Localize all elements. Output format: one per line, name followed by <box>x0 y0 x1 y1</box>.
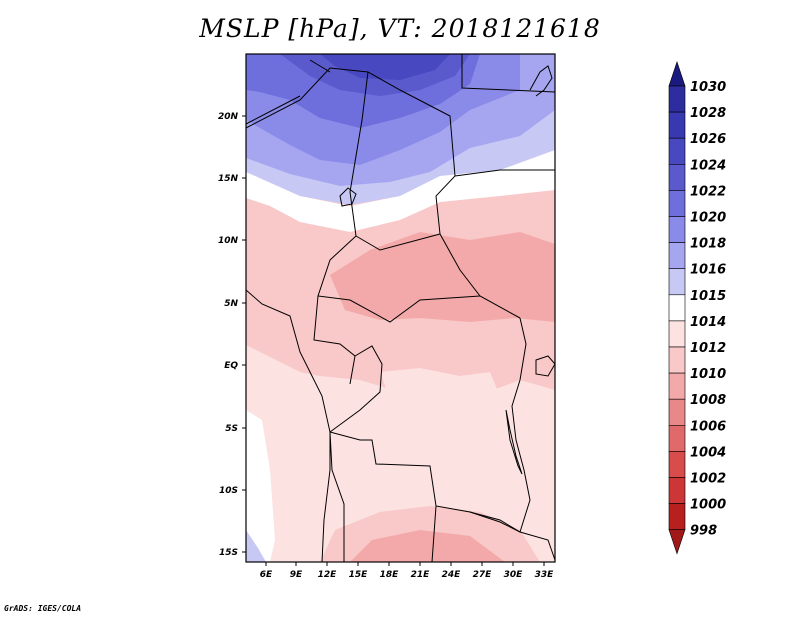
border-drc-angola <box>329 431 521 533</box>
lon-label: 21E <box>411 570 431 580</box>
border-east <box>511 317 531 533</box>
map-frame <box>245 53 556 563</box>
lake-tanganyika <box>505 409 523 475</box>
colorbar-label: 1002 <box>690 472 726 487</box>
colorbar-top-arrow <box>668 61 686 87</box>
lat-label: 15N <box>218 174 239 184</box>
field-1012-patches <box>380 368 500 404</box>
map-title: MSLP [hPa], VT: 2018121618 <box>199 14 601 43</box>
lat-label: EQ <box>224 361 238 371</box>
field-1014-band <box>246 148 555 232</box>
colorbar-label: 1015 <box>690 289 726 304</box>
colorbar-box <box>668 268 686 296</box>
border-angola-namibia <box>329 431 345 562</box>
lon-label: 15E <box>349 570 369 580</box>
lon-label: 18E <box>380 570 400 580</box>
colorbar-label: 1012 <box>690 341 726 356</box>
colorbar-box <box>668 85 686 113</box>
colorbar-box <box>668 451 686 478</box>
colorbar-label: 1000 <box>690 498 726 513</box>
lon-label: 9E <box>290 570 303 580</box>
lat-label: 5N <box>224 299 238 309</box>
colorbar-label: 1024 <box>690 158 726 173</box>
border-north <box>246 54 555 125</box>
colorbar-box <box>668 190 686 217</box>
border-chad <box>349 71 521 319</box>
colorbar-box <box>668 503 686 531</box>
lon-label: 24E <box>442 570 462 580</box>
colorbar-box <box>668 398 686 426</box>
colorbar-label: 1018 <box>690 237 726 252</box>
border-sahara <box>246 67 456 235</box>
lat-ticks: 20N 15N 10N 5N EQ 5S 10S 15S <box>218 112 246 558</box>
lon-ticks: 6E 9E 12E 15E 18E 21E 24E 27E 30E 33E <box>260 562 554 580</box>
lon-label: 12E <box>318 570 338 580</box>
colorbar-label: 1030 <box>690 80 726 95</box>
colorbar-box <box>668 372 686 400</box>
colorbar-label: 1016 <box>690 263 726 278</box>
field-1008-south <box>350 530 505 562</box>
lat-label: 20N <box>218 112 239 122</box>
colorbar-box <box>668 477 686 504</box>
colorbar-box <box>668 320 686 348</box>
red-sea-coast <box>529 65 553 97</box>
colorbar-label: 998 <box>690 524 717 539</box>
country-borders <box>246 54 555 562</box>
colorbar-label: 1014 <box>690 315 726 330</box>
colorbar-box <box>668 294 686 322</box>
colorbar-label: 1020 <box>690 211 726 226</box>
colorbar-label: 1026 <box>690 132 726 147</box>
coastline-west <box>246 289 331 562</box>
colorbar-box <box>668 111 686 139</box>
lon-label: 33E <box>535 570 555 580</box>
lat-label: 5S <box>225 424 238 434</box>
lon-label: 6E <box>260 570 273 580</box>
colorbar-box <box>668 346 686 374</box>
border-cameroon <box>313 295 356 385</box>
colorbar-label: 1004 <box>690 445 726 460</box>
colorbar-box <box>668 216 686 243</box>
lon-label: 27E <box>473 570 493 580</box>
colorbar-label: 1008 <box>690 393 726 408</box>
lake-victoria <box>535 355 555 377</box>
colorbar-label: 1006 <box>690 419 726 434</box>
field-1024 <box>320 54 450 80</box>
pressure-field <box>246 54 555 562</box>
colorbar-box <box>668 164 686 191</box>
colorbar: 1030 1028 1026 1024 1022 1020 1018 1016 1015 1014… <box>668 61 726 555</box>
field-1015-west <box>246 530 266 562</box>
colorbar-box <box>668 242 686 270</box>
lat-label: 15S <box>219 548 238 558</box>
field-1014-west <box>246 410 275 562</box>
colorbar-box <box>668 424 686 452</box>
colorbar-label: 1010 <box>690 367 726 382</box>
lat-label: 10N <box>218 236 239 246</box>
border-sudan <box>454 169 555 177</box>
colorbar-box <box>668 137 686 165</box>
colorbar-label: 1028 <box>690 106 726 121</box>
border-congo <box>329 345 383 433</box>
lake-chad <box>339 187 357 207</box>
border-car <box>317 235 481 323</box>
lon-label: 30E <box>504 570 524 580</box>
colorbar-bottom-arrow <box>668 529 686 555</box>
grads-credit: GrADS: IGES/COLA <box>4 604 82 613</box>
colorbar-label: 1022 <box>690 184 726 199</box>
lat-label: 10S <box>219 486 238 496</box>
field-1008-central <box>330 232 555 322</box>
